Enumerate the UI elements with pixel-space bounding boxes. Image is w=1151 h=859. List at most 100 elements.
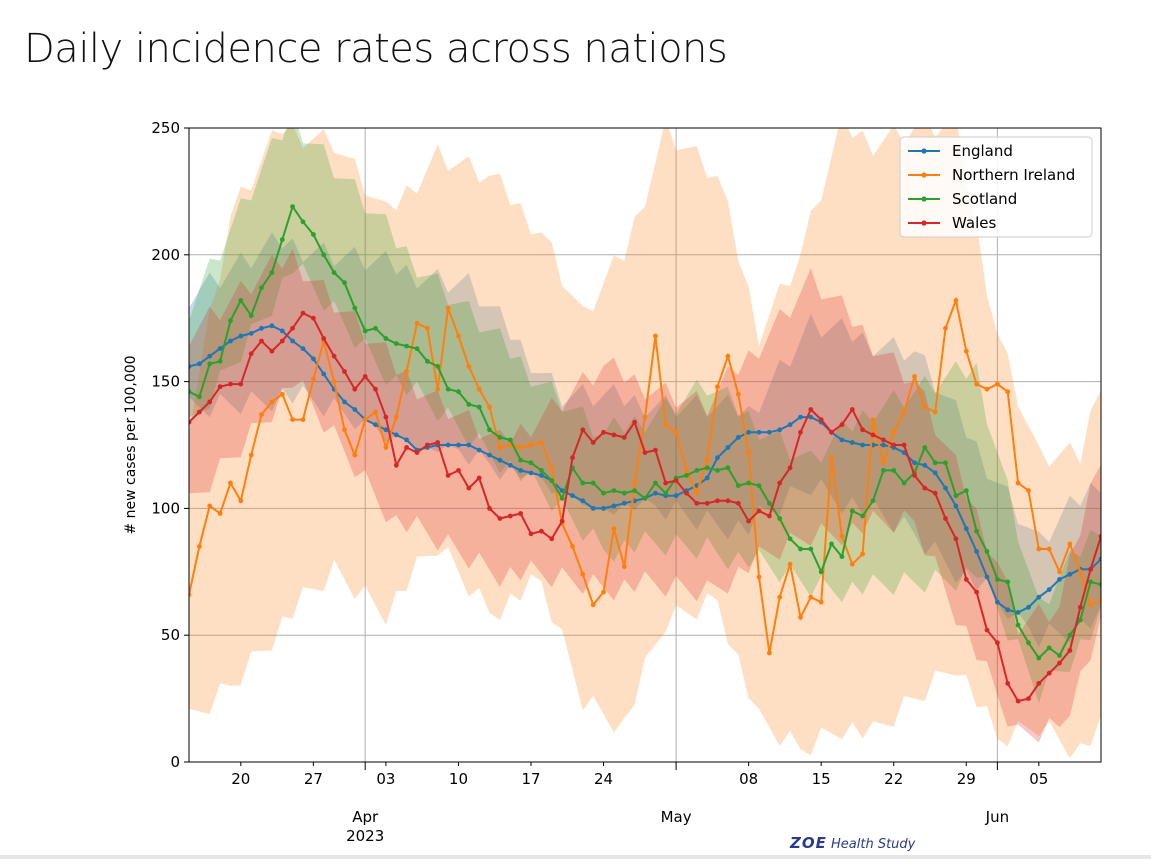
data-point [414,320,420,326]
data-point [777,480,783,486]
data-point [1046,645,1052,651]
data-point [777,594,783,600]
data-point [290,338,295,344]
data-point [238,298,244,303]
data-point [1057,569,1062,575]
data-point [570,455,575,461]
data-point [207,399,213,405]
data-point [259,285,264,291]
y-axis-label: # new cases per 100,000 [123,355,139,534]
data-point [1005,681,1011,686]
data-point [456,333,461,339]
data-point [839,422,845,428]
data-point [735,391,741,397]
data-point [580,498,586,504]
legend-entry: England [952,142,1013,160]
data-point [466,485,472,491]
data-point [404,437,409,443]
data-point [725,353,731,359]
data-point [580,571,586,577]
data-point [300,219,306,225]
data-point [984,549,990,554]
data-point [1036,594,1042,600]
data-point [673,478,679,483]
data-point [248,351,254,357]
data-point [342,369,347,374]
data-point [197,394,202,400]
data-point [995,640,1000,646]
data-point [746,429,751,435]
data-point [818,417,824,422]
data-point [632,419,637,425]
data-point [197,409,202,415]
data-point [777,427,783,433]
data-point [746,450,751,455]
data-point [518,445,523,450]
data-point [311,376,316,382]
data-point [746,518,751,524]
data-point [1098,582,1101,587]
x-tick-label: 10 [449,770,468,788]
data-point [725,498,731,504]
data-point [248,313,254,319]
data-point [189,592,192,597]
data-point [995,599,1000,605]
data-point [331,379,337,384]
data-point [922,485,928,491]
data-point [849,440,855,445]
data-point [881,460,886,466]
data-point [487,427,492,433]
data-point [466,364,472,369]
data-point [476,404,482,410]
data-point [767,513,772,519]
data-point [590,506,596,511]
data-point [425,358,430,364]
data-point [487,452,492,458]
data-point [1140,412,1145,417]
x-tick-label: 03 [376,770,395,788]
data-point [300,346,306,351]
data-point [725,465,731,471]
data-point [891,468,897,473]
data-point [549,465,555,471]
data-point [746,480,751,486]
data-point [653,490,658,496]
data-point [217,384,223,390]
data-point [352,305,358,311]
data-point [943,460,948,466]
data-point [881,468,886,473]
confidence-band-wales [189,248,1101,743]
data-point [570,544,575,549]
data-point [777,516,783,521]
data-point [590,440,596,445]
y-tick-label: 250 [151,119,180,137]
y-tick-label: 150 [151,373,180,391]
data-point [476,386,482,392]
data-point [642,450,648,455]
data-point [528,531,534,537]
data-point [189,389,192,395]
data-point [238,381,244,387]
x-tick-label: 22 [884,770,903,788]
data-point [943,516,948,521]
data-point [549,536,555,542]
data-point [787,536,793,542]
data-point [870,498,876,504]
x-tick-label: 15 [812,770,831,788]
data-point [767,429,772,435]
data-point [290,325,295,331]
data-point [974,549,979,554]
data-point [932,470,938,476]
data-point [1119,384,1124,389]
data-point [507,513,513,519]
data-point [269,348,275,354]
data-point [269,399,275,405]
x-tick-label: 17 [521,770,540,788]
data-point [715,455,720,461]
data-point [621,435,627,440]
data-point [860,551,865,557]
data-point [756,574,762,580]
data-point [321,336,327,341]
data-point [445,305,451,311]
